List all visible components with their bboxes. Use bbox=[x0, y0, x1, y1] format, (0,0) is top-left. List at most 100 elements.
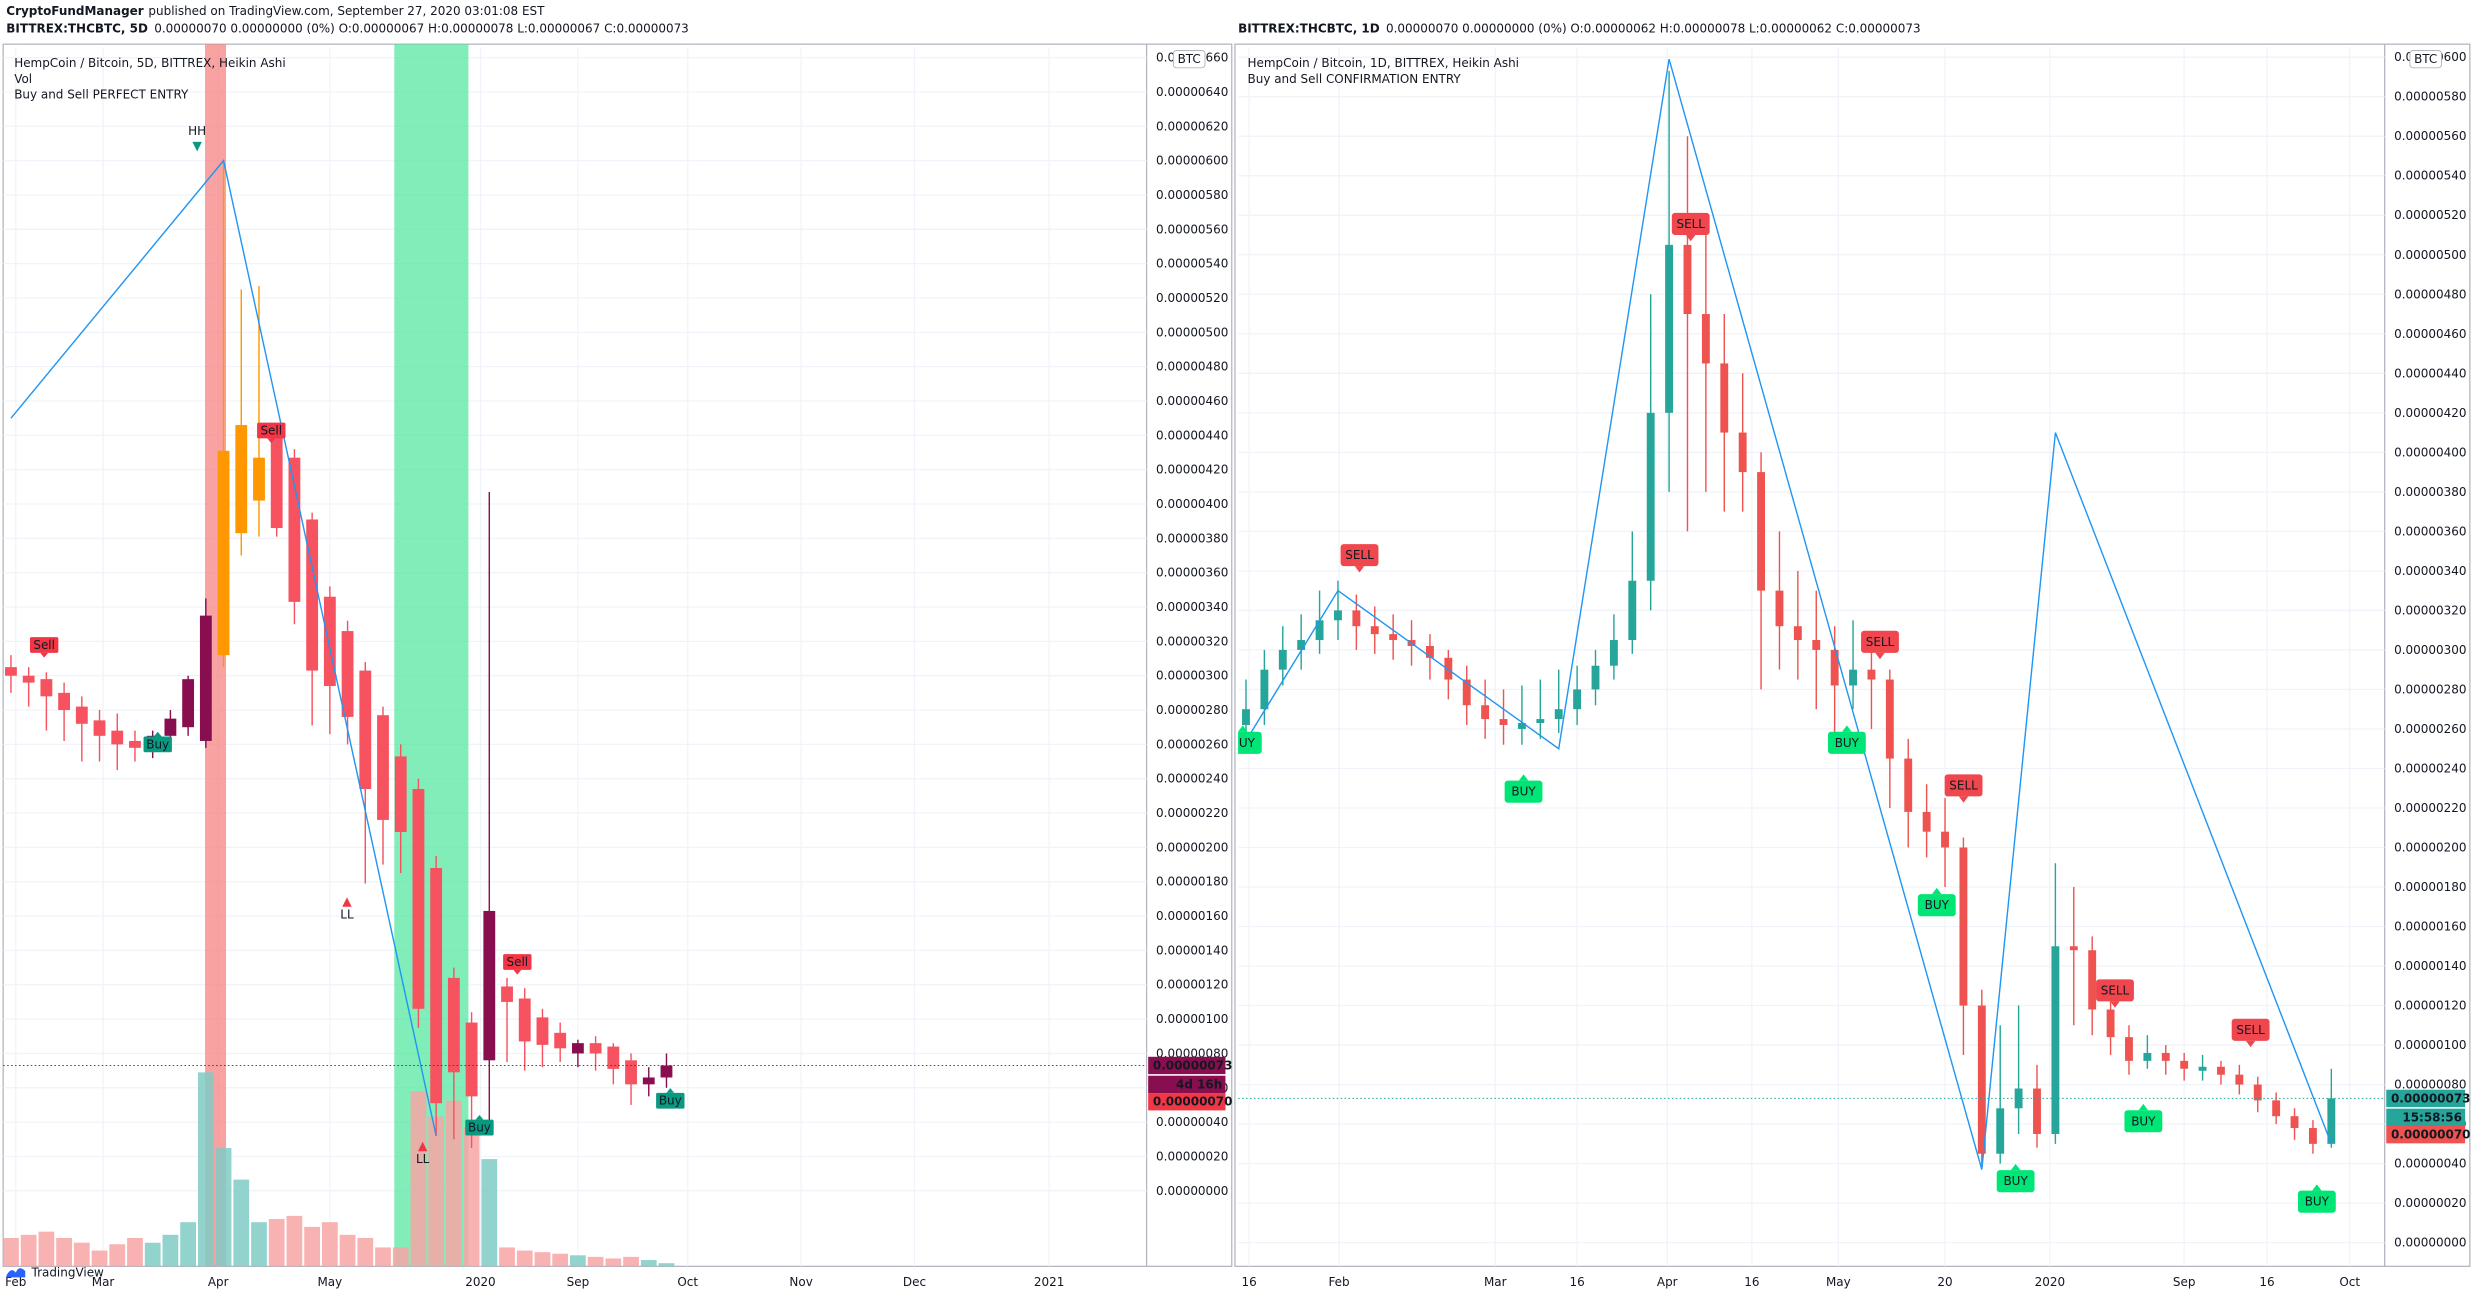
x-tick-label: May bbox=[1826, 1275, 1851, 1289]
signal-box bbox=[1827, 731, 1866, 754]
x-tick-label: 2021 bbox=[1034, 1275, 1064, 1289]
candle-body bbox=[2051, 946, 2060, 1134]
candle-body bbox=[447, 977, 460, 1073]
y-tick-label: 0.00000640 bbox=[1156, 85, 1228, 99]
candle-body bbox=[1793, 626, 1802, 641]
volume-bar bbox=[251, 1222, 267, 1267]
y-tick-label: 0.00000560 bbox=[1156, 222, 1228, 236]
x-tick-label: Dec bbox=[903, 1275, 926, 1289]
candle-body bbox=[2272, 1100, 2281, 1117]
volume-bar bbox=[445, 1100, 462, 1267]
candle-body bbox=[40, 679, 53, 697]
signal-box bbox=[1944, 774, 1983, 797]
y-tick-label: 0.00000080 bbox=[2394, 1078, 2466, 1092]
signal-box bbox=[2096, 979, 2134, 1002]
x-tick-label: Apr bbox=[208, 1275, 229, 1289]
y-tick-label: 0.00000440 bbox=[2394, 366, 2466, 380]
y-tick-label: 0.00000140 bbox=[2394, 959, 2466, 973]
logo-icon bbox=[6, 1268, 26, 1278]
y-tick-label: 0.00000160 bbox=[1156, 909, 1228, 923]
author: CryptoFundManager bbox=[6, 4, 143, 18]
signal-pointer bbox=[1518, 774, 1529, 781]
price-label: 0.00000070 bbox=[2391, 1128, 2471, 1142]
candle-body bbox=[1922, 811, 1931, 832]
quote: 0.00000070 0.00000000 (0%) O:0.00000067 … bbox=[154, 21, 689, 35]
candle-body bbox=[1297, 640, 1306, 650]
price-label: 0.00000070 bbox=[1153, 1095, 1233, 1109]
y-tick-label: 0.00000600 bbox=[1156, 154, 1228, 168]
signal-label: Sell bbox=[260, 424, 282, 438]
plot-area: BUY SELL BUY SELL SELL BUY SELL BUY BUY SELL BUY SE… bbox=[1238, 47, 2385, 1267]
y-tick-label: 0.00000480 bbox=[1156, 360, 1228, 374]
candle-body bbox=[2290, 1116, 2299, 1129]
y-tick-label: 0.00000180 bbox=[2394, 880, 2466, 894]
footer-logo: TradingView bbox=[6, 1266, 104, 1280]
candle-body bbox=[58, 692, 71, 711]
y-tick-label: 0.00000460 bbox=[2394, 327, 2466, 341]
candle-body bbox=[1315, 620, 1324, 641]
signal-box bbox=[1504, 780, 1543, 803]
header: CryptoFundManager published on TradingVie… bbox=[6, 4, 545, 18]
signal-box bbox=[1238, 731, 1262, 754]
signal-label: Buy bbox=[659, 1094, 682, 1108]
price-label: 0.00000073 bbox=[2391, 1091, 2471, 1105]
candle-body bbox=[501, 986, 513, 1002]
y-tick-label: 0.00000040 bbox=[2394, 1157, 2466, 1171]
candle-body bbox=[1536, 719, 1545, 724]
volume-bar bbox=[3, 1237, 19, 1267]
candle-body bbox=[1462, 679, 1471, 706]
candle-body bbox=[1701, 314, 1710, 364]
zigzag-line bbox=[10, 159, 437, 1137]
signal-box bbox=[1996, 1170, 2035, 1193]
signal-box bbox=[1340, 544, 1379, 567]
y-tick-label: 0.00000420 bbox=[1156, 463, 1228, 477]
volume-bar bbox=[339, 1234, 356, 1267]
candle-body bbox=[483, 910, 496, 1061]
price-label-box bbox=[1148, 1075, 1226, 1094]
y-tick-label: 0.00000280 bbox=[2394, 682, 2466, 696]
signal-pointer bbox=[267, 438, 276, 444]
candle-body bbox=[1499, 719, 1508, 725]
x-tick-label: Feb bbox=[1328, 1275, 1349, 1289]
legend-title: HempCoin / Bitcoin, 1D, BITTREX, Heikin … bbox=[1248, 56, 1519, 70]
y-tick-label: 0.00000140 bbox=[1156, 943, 1228, 957]
zigzag-line bbox=[1245, 58, 2332, 1170]
candle-body bbox=[1720, 363, 1729, 433]
x-tick-label: 2020 bbox=[2035, 1275, 2065, 1289]
y-tick-label: 0.00000180 bbox=[1156, 875, 1228, 889]
legend-item: Buy and Sell CONFIRMATION ENTRY bbox=[1248, 72, 1462, 86]
y-tick-label: 0.00000240 bbox=[1156, 772, 1228, 786]
y-tick-label: 0.00000200 bbox=[1156, 840, 1228, 854]
x-tick-label: Feb bbox=[5, 1275, 26, 1289]
candle-body bbox=[235, 425, 248, 534]
y-tick-label: 0.00000340 bbox=[1156, 600, 1228, 614]
volume-bar bbox=[109, 1244, 126, 1267]
candle-body bbox=[377, 715, 389, 820]
y-tick-label: 0.00000260 bbox=[2394, 722, 2466, 736]
y-tick-label: 0.00000620 bbox=[1156, 119, 1228, 133]
signal-label: Sell bbox=[33, 638, 55, 652]
candle-body bbox=[182, 679, 195, 728]
candle-body bbox=[642, 1077, 655, 1085]
candle-body bbox=[2253, 1084, 2262, 1101]
candle-body bbox=[2217, 1066, 2225, 1075]
signal-label: Sell bbox=[506, 955, 528, 969]
candle-body bbox=[2198, 1066, 2207, 1071]
candle-body bbox=[1389, 634, 1398, 641]
signal-pointer bbox=[1932, 887, 1942, 895]
legend-title: HempCoin / Bitcoin, 5D, BITTREX, Heikin … bbox=[14, 56, 285, 70]
badge-box bbox=[2409, 49, 2442, 69]
volume-bar bbox=[180, 1222, 197, 1267]
signal-pointer bbox=[1354, 566, 1365, 573]
volume-bar bbox=[516, 1250, 533, 1267]
signal-box bbox=[2231, 1018, 2270, 1041]
candle-body bbox=[1352, 610, 1361, 627]
signal-box bbox=[656, 1092, 685, 1109]
price-label: 0.00000073 bbox=[1153, 1058, 1233, 1072]
signal-pointer bbox=[1685, 234, 1696, 242]
signal-pointer bbox=[475, 1114, 484, 1120]
candle-body bbox=[607, 1046, 620, 1069]
candle-body bbox=[359, 670, 372, 790]
y-tick-label: 0.00000220 bbox=[2394, 801, 2466, 815]
